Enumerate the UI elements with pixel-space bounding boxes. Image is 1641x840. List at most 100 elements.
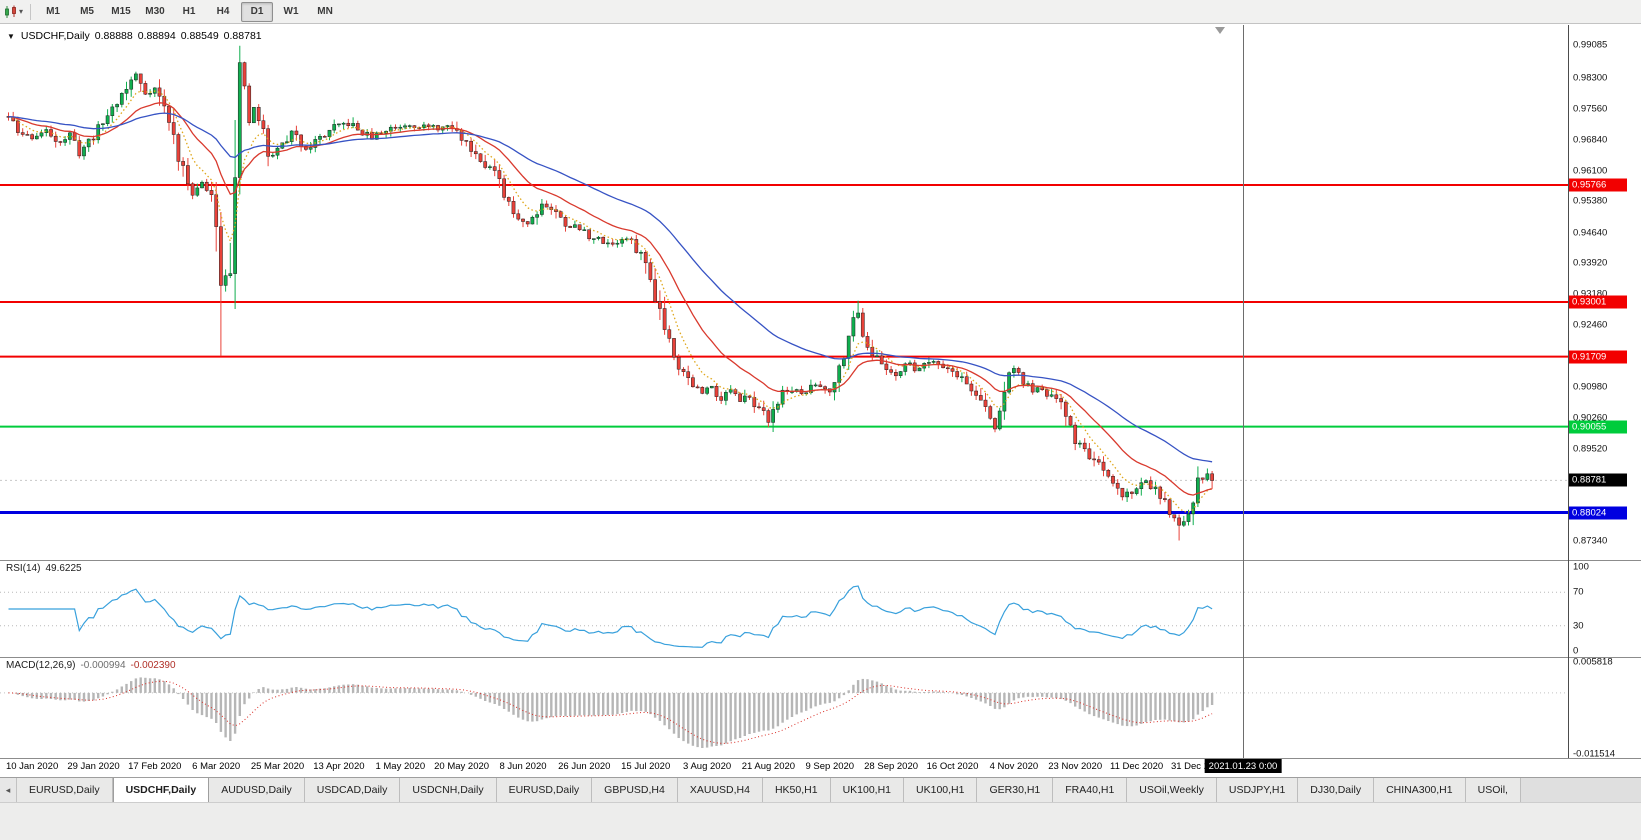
candlestick-chart-icon[interactable] — [3, 4, 19, 19]
pane-separator[interactable] — [0, 560, 1641, 561]
chart-tab-hk50-h1[interactable]: HK50,H1 — [762, 778, 831, 802]
date-axis-label: 8 Jun 2020 — [499, 761, 547, 772]
chart-tab-eurusd-daily[interactable]: EURUSD,Daily — [17, 778, 113, 802]
rsi-tick-label: 0 — [1573, 645, 1579, 657]
macd-histogram — [11, 677, 1214, 748]
timeframe-button-h4[interactable]: H4 — [216, 6, 230, 17]
candles-group — [6, 45, 1214, 541]
chart-tab-usdjpy-h1[interactable]: USDJPY,H1 — [1216, 778, 1299, 802]
macd-tick-label: 0.005818 — [1573, 656, 1613, 668]
price-tick-label: 0.99085 — [1573, 39, 1608, 51]
macd-signal-value: -0.002390 — [130, 660, 176, 671]
date-axis-label: 9 Sep 2020 — [805, 761, 855, 772]
price-tick-label: 0.96100 — [1573, 165, 1608, 177]
date-axis-label: 6 Mar 2020 — [192, 761, 241, 772]
date-axis-label: 26 Jun 2020 — [558, 761, 611, 772]
chart-tab-usdcad-daily[interactable]: USDCAD,Daily — [304, 778, 401, 802]
date-axis-label: 17 Feb 2020 — [128, 761, 182, 772]
chart-tabs: EURUSD,Daily USDCHF,Daily AUDUSD,Daily USDC… — [17, 778, 1521, 802]
price-tick-label: 0.93920 — [1573, 257, 1608, 269]
moving-average-line-18 — [8, 102, 1213, 496]
pane-separator[interactable] — [0, 758, 1641, 759]
date-axis-label: 31 Dec 2020 — [1170, 761, 1225, 772]
rsi-indicator-label: RSI(14) 49.6225 — [6, 563, 82, 574]
timeframe-button-m15[interactable]: M15 — [111, 6, 131, 17]
moving-average-line-45 — [8, 112, 1213, 463]
chart-shift-marker-icon[interactable] — [1215, 27, 1225, 34]
pane-separator[interactable] — [0, 657, 1641, 658]
timeframe-button-mn[interactable]: MN — [317, 6, 333, 17]
date-axis-label: 4 Nov 2020 — [989, 761, 1039, 772]
chart-tab-ger30-h1[interactable]: GER30,H1 — [977, 778, 1054, 802]
chart-tab-china300-h1[interactable]: CHINA300,H1 — [1374, 778, 1466, 802]
rsi-value: 49.6225 — [45, 563, 82, 574]
vertical-line-object[interactable] — [1243, 25, 1244, 758]
chart-tab-gbpusd-h4[interactable]: GBPUSD,H4 — [592, 778, 678, 802]
chart-tab-dj30-daily[interactable]: DJ30,Daily — [1298, 778, 1375, 802]
price-tick-label: 0.93180 — [1573, 288, 1608, 300]
chart-tab-uk100-h1[interactable]: UK100,H1 — [830, 778, 905, 802]
ohlc-close: 0.88781 — [223, 30, 262, 42]
macd-indicator-chart[interactable] — [0, 658, 1568, 758]
rsi-indicator-chart[interactable] — [0, 561, 1568, 657]
ohlc-low: 0.88549 — [180, 30, 219, 42]
date-axis-label: 1 May 2020 — [375, 761, 426, 772]
date-axis-label: 25 Mar 2020 — [250, 761, 305, 772]
rsi-line — [8, 585, 1213, 648]
date-axis-label: 21 Aug 2020 — [741, 761, 796, 772]
chart-type-dropdown-caret[interactable]: ▾ — [19, 7, 24, 16]
date-axis-label: 16 Oct 2020 — [926, 761, 979, 772]
status-strip — [0, 802, 1641, 840]
timeframe-button-m30[interactable]: M30 — [145, 6, 165, 17]
price-tick-label: 0.94640 — [1573, 227, 1608, 239]
rsi-tick-label: 30 — [1573, 620, 1584, 632]
chart-tab-bar: ◂ EURUSD,Daily USDCHF,Daily AUDUSD,Daily US… — [0, 777, 1641, 802]
timeframe-button-m1[interactable]: M1 — [46, 6, 60, 17]
chart-tab-usoil-weekly[interactable]: USOil,Weekly — [1127, 778, 1217, 802]
price-tick-label: 0.89520 — [1573, 443, 1608, 455]
timeframe-button-h1[interactable]: H1 — [182, 6, 196, 17]
date-axis-label: 29 Jan 2020 — [67, 761, 120, 772]
chart-ohlc-header: ▼ USDCHF,Daily 0.88888 0.88894 0.88549 0… — [7, 30, 262, 42]
timeframe-button-d1[interactable]: D1 — [241, 1, 274, 22]
chart-tab-eurusd-daily[interactable]: EURUSD,Daily — [496, 778, 593, 802]
chart-tab-usdchf-daily[interactable]: USDCHF,Daily — [112, 778, 210, 802]
macd-signal-line — [8, 680, 1213, 744]
chart-tab-usoil-[interactable]: USOil, — [1465, 778, 1521, 802]
date-axis-label: 15 Jul 2020 — [621, 761, 671, 772]
chart-symbol-label: USDCHF,Daily — [20, 30, 90, 42]
timeframe-button-m5[interactable]: M5 — [80, 6, 94, 17]
level-price-badge: 0.90055 — [1569, 420, 1627, 434]
price-chart[interactable] — [0, 25, 1568, 560]
rsi-tick-label: 70 — [1573, 586, 1584, 598]
crosshair-date-badge: 2021.01.23 0:00 — [1204, 759, 1282, 773]
ohlc-open: 0.88888 — [94, 30, 133, 42]
level-price-badge: 0.91709 — [1569, 350, 1627, 364]
one-click-trading-toggle-icon[interactable]: ▼ — [7, 31, 15, 41]
price-tick-label: 0.87340 — [1573, 535, 1608, 547]
date-axis-label: 28 Sep 2020 — [864, 761, 919, 772]
macd-indicator-label: MACD(12,26,9) -0.000994 -0.002390 — [6, 660, 176, 671]
macd-tick-label: -0.011514 — [1573, 748, 1616, 760]
price-tick-label: 0.96840 — [1573, 134, 1608, 146]
chart-tab-usdcnh-daily[interactable]: USDCNH,Daily — [400, 778, 497, 802]
date-axis-label: 13 Apr 2020 — [313, 761, 365, 772]
rsi-name: RSI(14) — [6, 563, 41, 574]
price-tick-label: 0.95380 — [1573, 195, 1608, 207]
price-tick-label: 0.92460 — [1573, 319, 1608, 331]
date-axis-label: 11 Dec 2020 — [1110, 761, 1164, 772]
date-axis-label: 23 Nov 2020 — [1048, 761, 1103, 772]
chart-tab-fra40-h1[interactable]: FRA40,H1 — [1053, 778, 1128, 802]
tab-scroll-left-icon[interactable]: ◂ — [0, 778, 17, 802]
price-tick-label: 0.98300 — [1573, 72, 1608, 84]
level-price-badge: 0.88024 — [1569, 506, 1627, 519]
chart-tab-audusd-daily[interactable]: AUDUSD,Daily — [209, 778, 305, 802]
timeframe-button-w1[interactable]: W1 — [283, 6, 299, 17]
current-price-badge: 0.88781 — [1569, 473, 1627, 487]
date-axis-label: 20 May 2020 — [434, 761, 490, 772]
chart-tab-xauusd-h4[interactable]: XAUUSD,H4 — [677, 778, 763, 802]
toolbar: ▾ M1 M5 M15 M30 H1 H4 D1 W1 MN — [0, 0, 1641, 24]
macd-main-value: -0.000994 — [80, 660, 126, 671]
chart-tab-uk100-h1[interactable]: UK100,H1 — [904, 778, 978, 802]
